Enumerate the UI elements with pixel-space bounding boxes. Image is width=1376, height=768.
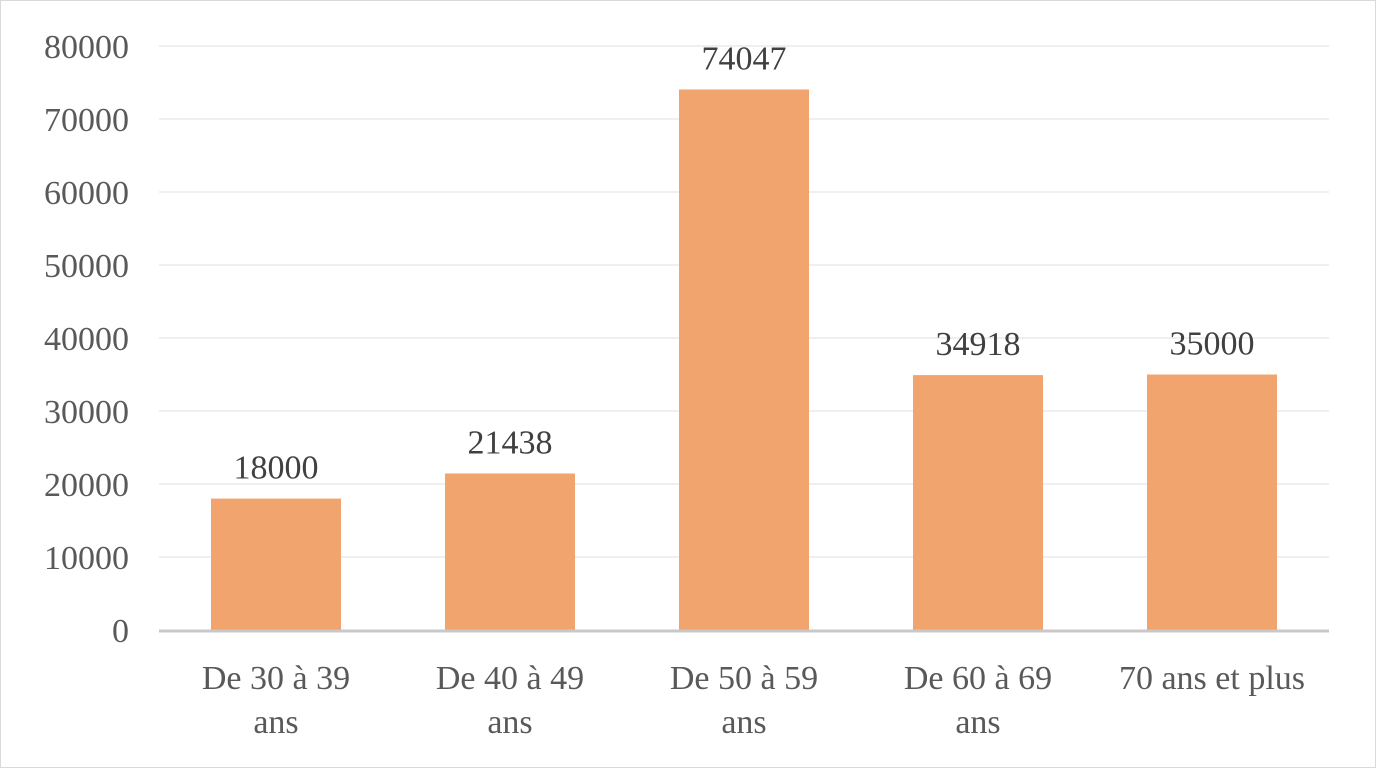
x-tick-label: De 60 à 69	[904, 660, 1052, 697]
data-label: 35000	[1170, 326, 1255, 363]
bar	[679, 89, 809, 630]
x-tick-label: ans	[487, 704, 532, 741]
data-labels: 18000 21438 74047 34918 35000	[234, 40, 1255, 486]
x-tick-label: De 40 à 49	[436, 660, 584, 697]
x-tick-label: De 30 à 39	[202, 660, 350, 697]
y-axis-ticks: 0 10000 20000 30000 40000 50000 60000 70000 8000…	[44, 29, 129, 650]
bar	[1147, 374, 1277, 630]
y-tick-label: 50000	[44, 248, 129, 285]
y-tick-label: 80000	[44, 29, 129, 66]
bar	[913, 375, 1043, 630]
x-tick-label: De 50 à 59	[670, 660, 818, 697]
x-tick-label: ans	[955, 704, 1000, 741]
y-tick-label: 70000	[44, 102, 129, 139]
y-tick-label: 10000	[44, 540, 129, 577]
data-label: 18000	[234, 450, 319, 487]
x-tick-label: ans	[253, 704, 298, 741]
data-label: 34918	[936, 326, 1021, 363]
y-tick-label: 30000	[44, 394, 129, 431]
x-axis-ticks: De 30 à 39 ans De 40 à 49 ans De 50 à 59 ans D…	[202, 660, 1305, 741]
data-label: 21438	[468, 425, 553, 462]
bars	[211, 89, 1277, 630]
y-tick-label: 40000	[44, 321, 129, 358]
x-tick-label: 70 ans et plus	[1119, 660, 1305, 697]
x-tick-label: ans	[721, 704, 766, 741]
bar	[445, 473, 575, 630]
y-tick-label: 60000	[44, 175, 129, 212]
bar	[211, 498, 341, 630]
data-label: 74047	[702, 40, 787, 77]
y-tick-label: 20000	[44, 467, 129, 504]
y-tick-label: 0	[112, 613, 129, 650]
